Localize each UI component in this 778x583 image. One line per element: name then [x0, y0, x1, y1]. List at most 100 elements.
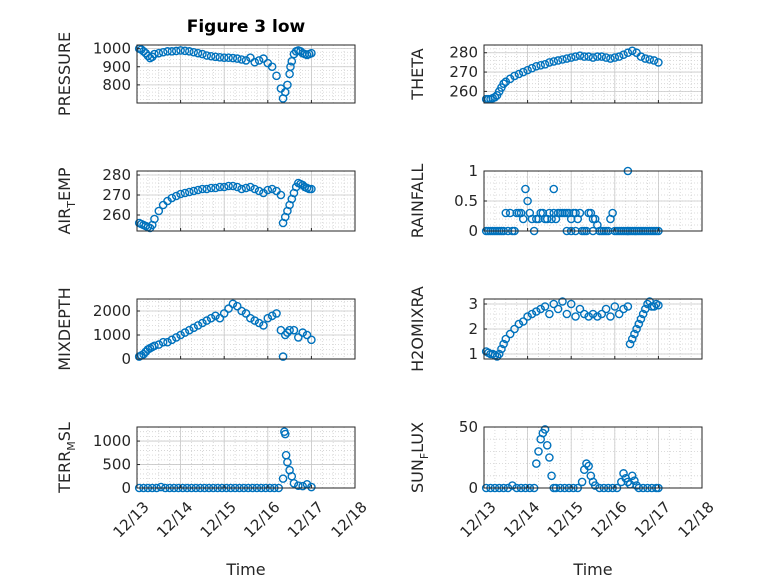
x-tick-label: 12/14 [500, 498, 543, 541]
data-point [634, 319, 644, 329]
data-point [171, 333, 181, 342]
data-point [518, 317, 528, 326]
y-axis-label: PRESSURE [55, 32, 74, 116]
data-point [167, 193, 177, 203]
data-point [219, 309, 229, 318]
y-axis-label: AIRTEMP [55, 167, 78, 234]
subplot-6: 1 2 3 H2OMIXRA [408, 286, 703, 372]
data-point [597, 309, 607, 319]
axes-box [483, 44, 703, 104]
data-point [167, 47, 177, 56]
data-point [549, 184, 559, 194]
data-point [232, 54, 242, 63]
data-point [219, 182, 229, 192]
x-tick-label: 12/13 [456, 498, 499, 541]
data-point [575, 304, 585, 314]
x-tick-label: 12/15 [544, 498, 587, 541]
data-point [562, 54, 572, 63]
data-point [185, 47, 194, 56]
subplot-4: 0 0.5 1 RAINFALL [408, 162, 703, 240]
data-point [575, 208, 585, 218]
y-axis-label: MIXDEPTH [55, 287, 74, 370]
data-point [250, 57, 260, 67]
data-point [593, 312, 602, 321]
data-point [276, 190, 286, 200]
data-point [549, 299, 559, 309]
data-point [296, 47, 305, 56]
data-point [497, 344, 506, 354]
data-point [180, 46, 190, 56]
data-point [254, 318, 264, 328]
data-point [171, 46, 181, 56]
data-point [638, 309, 648, 319]
data-point [579, 52, 589, 61]
data-point [189, 323, 198, 333]
data-point [259, 321, 268, 330]
x-tick-label: 12/17 [631, 498, 674, 541]
y-tick-label: 1000 [93, 432, 131, 450]
data-point [627, 46, 637, 56]
data-point [241, 183, 251, 193]
data-point [150, 341, 159, 351]
data-point [254, 186, 264, 196]
chart-title: Figure 3 low [187, 17, 306, 37]
data-point [518, 67, 528, 77]
data-point [215, 313, 225, 323]
data-point [558, 55, 567, 64]
x-axis-label: Time [572, 560, 612, 579]
data-point [267, 62, 277, 72]
data-point [250, 184, 260, 194]
data-point [532, 459, 541, 468]
data-point [632, 324, 641, 334]
data-point [527, 309, 537, 319]
data-point [636, 314, 646, 324]
data-point [211, 183, 220, 193]
data-point [540, 60, 550, 69]
y-axis-label: TERRMSL [55, 422, 78, 494]
data-point [272, 71, 281, 81]
data-point [534, 447, 543, 456]
y-tick-label: 0.5 [454, 192, 478, 210]
x-axis-label: Time [225, 560, 265, 579]
data-point [523, 196, 532, 206]
y-tick-label: 1000 [93, 40, 131, 58]
data-point [139, 349, 148, 359]
data-point [654, 300, 663, 310]
data-point [627, 334, 637, 344]
axes-box [136, 44, 356, 104]
data-point [521, 184, 530, 194]
data-point [532, 61, 541, 71]
data-point [259, 54, 268, 63]
data-point [298, 481, 307, 491]
data-point [492, 352, 502, 361]
y-tick-label: 500 [102, 456, 131, 474]
data-point [180, 328, 190, 337]
data-point [202, 184, 212, 194]
data-point [523, 312, 532, 321]
data-point [193, 185, 203, 195]
data-point [545, 58, 554, 67]
data-point [246, 182, 255, 192]
data-point [527, 63, 537, 73]
data-point [510, 71, 519, 81]
y-tick-label: 0 [121, 350, 131, 368]
y-tick-label: 0 [468, 222, 478, 240]
data-point [571, 312, 580, 321]
y-tick-label: 800 [102, 76, 131, 94]
data-point [198, 184, 207, 194]
data-point [608, 208, 617, 218]
data-point [518, 214, 528, 224]
subplot-5: 0 1000 2000 MIXDEPTH [55, 287, 356, 371]
data-point [150, 49, 159, 59]
data-point [285, 325, 294, 335]
data-point [549, 57, 559, 66]
data-point [582, 459, 591, 468]
y-tick-label: 280 [449, 44, 478, 62]
subplot-3: 260 270 280 AIRTEMP [55, 166, 356, 235]
y-tick-label: 280 [102, 166, 131, 184]
data-point [523, 65, 532, 75]
y-axis-label: SUNFLUX [408, 422, 431, 493]
data-point [302, 330, 312, 340]
data-point [601, 53, 611, 62]
